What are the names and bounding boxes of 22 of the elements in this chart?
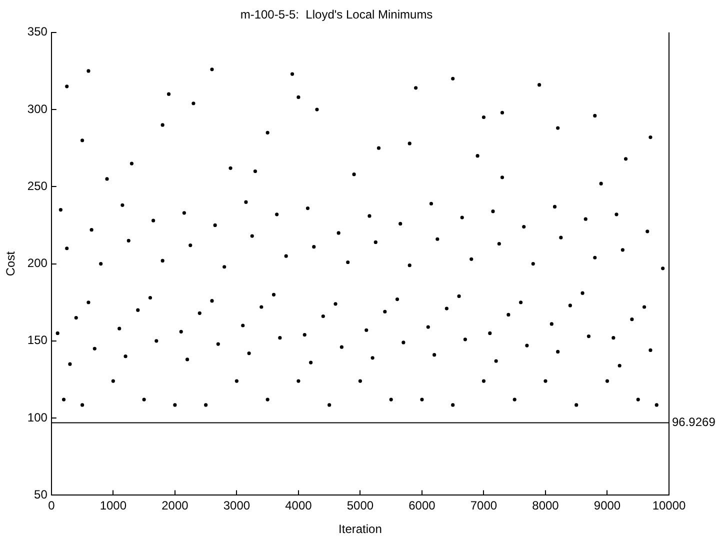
y-tick-label: 350 (27, 24, 48, 39)
x-tick-label: 10000 (652, 498, 686, 513)
x-tick-label: 7000 (470, 498, 498, 513)
y-axis-title: Cost (4, 250, 18, 276)
y-tick-label: 150 (27, 333, 48, 348)
x-tick-label: 2000 (162, 498, 189, 513)
x-tick-label: 4000 (285, 498, 312, 513)
x-tick-label: 0 (48, 498, 56, 513)
x-tick-label: 8000 (532, 498, 560, 513)
chart-title: m-100-5-5: Lloyd's Local Minimums (240, 8, 433, 22)
x-tick-label: 1000 (100, 498, 127, 513)
x-tick-label: 9000 (594, 498, 621, 513)
x-axis-title: Iteration (338, 522, 382, 536)
y-tick-label: 200 (27, 256, 48, 270)
x-tick-label: 5000 (346, 498, 374, 513)
y-tick-label: 300 (27, 102, 48, 116)
y-tick-label: 50 (34, 488, 48, 502)
x-tick-label: 6000 (408, 498, 436, 513)
ref-line-label: 96.9269 (672, 415, 716, 430)
y-tick-label: 250 (27, 178, 48, 193)
x-tick-label: 3000 (223, 498, 250, 513)
y-tick-label: 100 (27, 410, 48, 424)
